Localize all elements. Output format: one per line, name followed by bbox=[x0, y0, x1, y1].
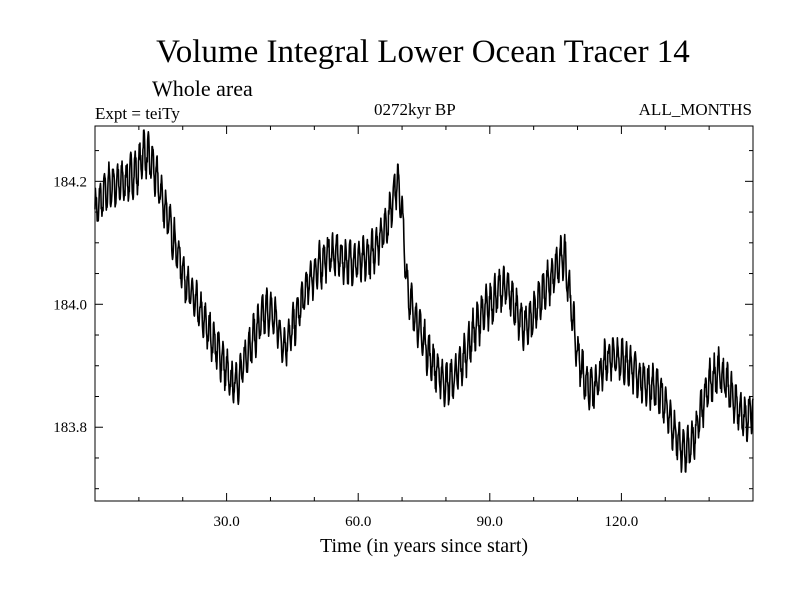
series-line bbox=[94, 129, 754, 473]
y-tick-label: 184.2 bbox=[53, 174, 87, 190]
x-tick-label: 30.0 bbox=[213, 514, 239, 530]
x-tick-label: 60.0 bbox=[345, 514, 371, 530]
period-label: 0272kyr BP bbox=[374, 100, 456, 119]
x-tick-label: 90.0 bbox=[477, 514, 503, 530]
plot-frame bbox=[94, 125, 754, 502]
y-tick-label: 184.0 bbox=[53, 297, 87, 313]
chart-title: Volume Integral Lower Ocean Tracer 14 bbox=[156, 34, 690, 70]
experiment-label: Expt = teiTy bbox=[95, 104, 180, 123]
months-label: ALL_MONTHS bbox=[638, 100, 752, 119]
x-axis-label: Time (in years since start) bbox=[319, 535, 529, 557]
chart-subtitle: Whole area bbox=[152, 76, 253, 101]
y-tick-label: 183.8 bbox=[53, 420, 87, 436]
x-tick-label: 120.0 bbox=[605, 514, 639, 530]
